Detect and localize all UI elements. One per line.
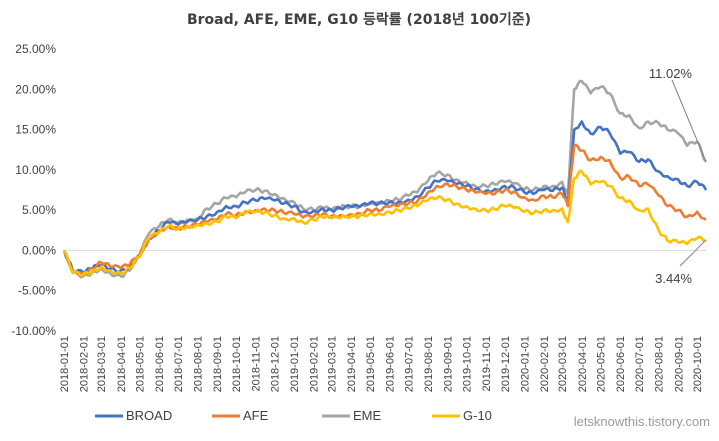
legend: BROAD AFE EME G-10 [95,408,492,423]
legend-label: AFE [243,408,269,423]
x-tick-label: 2018-07-01 [173,336,185,392]
y-tick-label: 25.00% [15,42,56,56]
x-tick-label: 2020-08-01 [654,336,666,392]
x-tick-label: 2020-04-01 [577,336,589,392]
x-tick-label: 2018-03-01 [96,336,108,392]
watermark-credit: letsknowthis.tistory.com [574,414,710,429]
x-tick-label: 2019-10-01 [461,336,473,392]
x-tick-label: 2019-09-01 [442,336,454,392]
x-tick-label: 2019-01-01 [289,336,301,392]
x-tick-label: 2020-03-01 [557,336,569,392]
legend-label: EME [353,408,382,423]
annotation-leader-eme [671,79,707,162]
x-tick-label: 2018-09-01 [212,336,224,392]
chart-title: Broad, AFE, EME, G10 등락률 (2018년 100기준) [187,11,531,28]
x-tick-label: 2019-12-01 [500,336,512,392]
y-tick-label: -10.00% [11,324,56,338]
x-tick-label: 2018-12-01 [270,336,282,392]
x-tick-label: 2020-06-01 [615,336,627,392]
x-tick-label: 2019-02-01 [309,336,321,392]
annotation-g10-value: 3.44% [655,271,692,286]
series-layer [62,79,708,279]
x-tick-label: 2020-07-01 [634,336,646,392]
x-tick-label: 2019-03-01 [326,336,338,392]
x-tick-label: 2019-07-01 [403,336,415,392]
x-tick-label: 2019-11-01 [481,336,493,391]
series-line-broad [62,120,708,275]
x-tick-label: 2020-10-01 [692,336,704,392]
x-tick-label: 2018-01-01 [59,336,71,392]
x-tick-label: 2020-01-01 [519,336,531,392]
annotation-leader-g10 [679,239,707,267]
y-tick-label: 15.00% [15,123,56,137]
annotation-eme-value: 11.02% [649,66,693,81]
y-tick-label: -5.00% [18,284,56,298]
y-tick-label: 5.00% [22,203,56,217]
y-tick-label: 0.00% [22,243,56,257]
series-line-g10 [62,169,707,277]
legend-label: BROAD [126,408,172,423]
x-tick-label: 2019-08-01 [423,336,435,392]
x-tick-label: 2018-02-01 [79,336,91,392]
x-tick-label: 2018-08-01 [193,336,205,392]
y-axis: -10.00% -5.00% 0.00% 5.00% 10.00% 15.00% 20.00… [11,42,56,338]
x-tick-label: 2020-09-01 [673,336,685,392]
x-tick-label: 2019-05-01 [365,336,377,392]
x-tick-label: 2019-04-01 [346,336,358,392]
series-line-eme [62,79,708,279]
y-tick-label: 10.00% [15,163,56,177]
x-tick-label: 2018-05-01 [135,336,147,392]
x-tick-label: 2018-10-01 [231,336,243,392]
annotation-layer: 11.02% 3.44% [649,66,707,286]
legend-label: G-10 [463,408,492,423]
series-line-afe [62,143,707,276]
y-tick-label: 20.00% [15,82,56,96]
x-tick-label: 2018-11-01 [251,336,263,391]
x-tick-label: 2018-06-01 [154,336,166,392]
x-tick-label: 2018-04-01 [116,336,128,392]
x-axis: 2018-01-01 2018-02-01 2018-03-01 2018-04-01… [59,336,704,392]
x-tick-label: 2020-05-01 [596,336,608,392]
x-tick-label: 2020-02-01 [539,336,551,392]
x-tick-label: 2019-06-01 [384,336,396,392]
